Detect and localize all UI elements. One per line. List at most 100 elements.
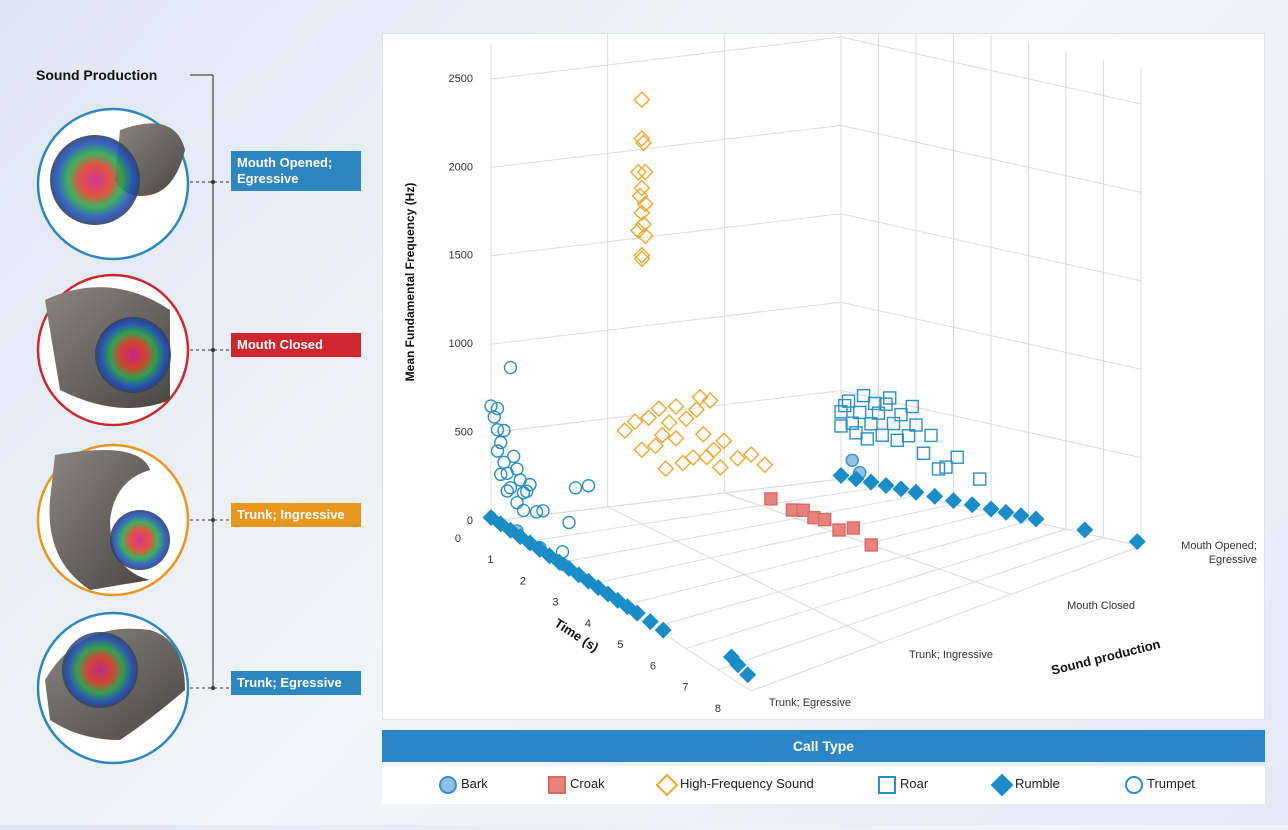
production-label: Trunk; Ingressive bbox=[231, 503, 361, 527]
grid-line bbox=[653, 520, 1029, 628]
series bbox=[834, 388, 987, 486]
connectors bbox=[190, 181, 231, 689]
z-tick-label: 2500 bbox=[449, 73, 473, 85]
point bbox=[531, 540, 549, 558]
point bbox=[494, 467, 508, 482]
grid-line bbox=[555, 495, 917, 564]
point bbox=[599, 585, 617, 603]
point bbox=[764, 492, 778, 506]
point bbox=[945, 492, 962, 510]
point bbox=[1076, 521, 1094, 539]
point bbox=[581, 479, 596, 493]
point bbox=[931, 462, 946, 476]
point bbox=[635, 215, 653, 233]
series bbox=[484, 360, 596, 559]
legend-label: Bark bbox=[461, 776, 488, 791]
sound-production-panel: Sound Production Mouth Opened; Egressive… bbox=[0, 0, 382, 825]
point bbox=[715, 432, 733, 450]
point bbox=[950, 450, 964, 464]
point bbox=[629, 163, 647, 181]
point bbox=[1027, 510, 1045, 528]
point bbox=[520, 484, 534, 499]
grid-line bbox=[490, 390, 1142, 459]
point bbox=[1125, 776, 1143, 794]
grid-line bbox=[490, 478, 842, 522]
point bbox=[667, 429, 685, 447]
point bbox=[796, 503, 810, 517]
legend-markers bbox=[439, 773, 1143, 797]
point bbox=[698, 448, 716, 466]
point bbox=[503, 481, 518, 495]
point bbox=[674, 454, 692, 472]
grid-line bbox=[607, 506, 882, 644]
point bbox=[629, 222, 647, 240]
point bbox=[868, 396, 882, 411]
production-label: Trunk; Egressive bbox=[231, 671, 361, 695]
point bbox=[503, 360, 518, 375]
point bbox=[580, 572, 597, 590]
legend-label: Croak bbox=[570, 776, 605, 791]
point bbox=[729, 449, 746, 467]
grid-line bbox=[750, 545, 1142, 692]
x-tick-label: 3 bbox=[552, 597, 558, 609]
point bbox=[739, 666, 757, 684]
point bbox=[640, 409, 658, 427]
series bbox=[764, 492, 878, 552]
point bbox=[633, 250, 651, 268]
point bbox=[846, 521, 861, 535]
point bbox=[633, 246, 651, 264]
x-tick-label: 0 bbox=[455, 533, 461, 545]
point bbox=[705, 441, 723, 459]
x-tick-label: 1 bbox=[487, 554, 493, 566]
production-label: Mouth Opened; Egressive bbox=[231, 151, 361, 191]
point bbox=[490, 444, 505, 458]
point bbox=[548, 776, 566, 794]
point bbox=[878, 776, 896, 794]
point bbox=[817, 512, 832, 527]
point bbox=[521, 534, 539, 552]
point bbox=[982, 500, 1000, 518]
point bbox=[510, 495, 524, 510]
point bbox=[633, 441, 651, 459]
x-tick-label: 7 bbox=[682, 682, 688, 694]
grid-line bbox=[685, 528, 1067, 649]
x-axis-title: Time (s) bbox=[552, 615, 602, 655]
point bbox=[502, 521, 519, 539]
point bbox=[511, 528, 529, 546]
point bbox=[562, 515, 576, 530]
legend-label: Trumpet bbox=[1147, 776, 1195, 791]
grid-line bbox=[490, 36, 1142, 105]
point bbox=[845, 416, 859, 430]
grid-line bbox=[620, 512, 992, 607]
point bbox=[492, 515, 510, 533]
point bbox=[523, 477, 537, 492]
point bbox=[877, 477, 895, 495]
point bbox=[892, 480, 910, 498]
point bbox=[684, 448, 702, 466]
point bbox=[990, 773, 1014, 797]
point bbox=[832, 466, 850, 484]
point bbox=[963, 496, 981, 514]
z-axis-title: Mean Fundamental Frequency (Hz) bbox=[403, 183, 417, 382]
point bbox=[871, 406, 886, 420]
legend-label: Rumble bbox=[1015, 776, 1060, 791]
z-tick-label: 500 bbox=[455, 427, 473, 439]
x-tick-label: 2 bbox=[520, 575, 526, 587]
point bbox=[973, 472, 987, 486]
point bbox=[729, 656, 747, 674]
point bbox=[490, 423, 505, 437]
legend-label: High-Frequency Sound bbox=[680, 776, 814, 791]
point bbox=[494, 435, 508, 450]
z-tick-label: 2000 bbox=[449, 161, 473, 173]
z-tick-label: 1500 bbox=[449, 250, 473, 262]
point bbox=[655, 773, 679, 797]
point bbox=[701, 392, 719, 410]
point bbox=[660, 414, 678, 432]
point bbox=[654, 621, 672, 639]
point bbox=[568, 481, 583, 495]
x-tick-label: 8 bbox=[715, 703, 721, 715]
point bbox=[633, 130, 651, 148]
point bbox=[609, 591, 627, 609]
point bbox=[657, 460, 675, 478]
y-axis-title: Sound production bbox=[1050, 636, 1162, 678]
